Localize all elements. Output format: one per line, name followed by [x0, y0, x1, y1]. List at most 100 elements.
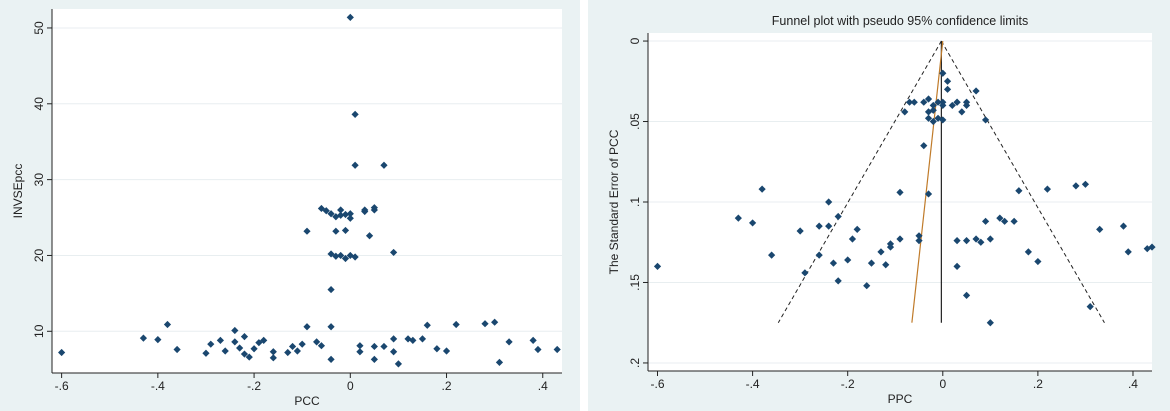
data-point — [390, 248, 398, 257]
data-point — [929, 106, 937, 114]
data-point — [958, 108, 966, 116]
data-point — [380, 161, 388, 169]
plot-area — [52, 9, 562, 373]
data-point — [905, 98, 914, 106]
data-point — [972, 87, 980, 95]
data-point — [154, 336, 162, 344]
right-chart-panel: -.6 -.4 -.2 0 .2 .4 0 .05 .1 .15 .2 PPC The Standard… — [588, 0, 1170, 411]
data-point — [924, 114, 933, 122]
data-point — [332, 252, 340, 260]
data-point — [815, 251, 823, 259]
y-tick-label: .05 — [628, 113, 642, 130]
data-point — [1081, 180, 1090, 188]
data-point — [1072, 182, 1080, 190]
chart-title: Funnel plot with pseudo 95% confidence l… — [772, 14, 1028, 28]
data-point — [653, 262, 662, 270]
data-point — [953, 98, 961, 106]
data-point — [341, 226, 350, 235]
data-point — [303, 323, 311, 331]
data-point — [322, 207, 330, 215]
data-point — [269, 354, 277, 362]
data-point — [534, 345, 542, 354]
data-point — [288, 342, 297, 351]
data-point — [848, 235, 857, 243]
x-axis-title: PPC — [888, 392, 913, 406]
data-point — [867, 259, 876, 267]
x-tick-label: -.4 — [151, 379, 165, 393]
data-point — [825, 198, 833, 206]
data-point — [337, 251, 345, 260]
left-chart-panel: -.6 -.4 -.2 0 .2 .4 10 20 30 40 50 PCC INVSEpcc — [0, 0, 580, 411]
data-point — [202, 349, 210, 357]
x-axis-title: PCC — [294, 394, 320, 408]
data-point — [886, 243, 895, 251]
data-point — [236, 344, 244, 352]
data-point — [327, 210, 335, 218]
x-tick-label: 0 — [939, 377, 946, 391]
data-point — [844, 256, 852, 264]
data-point — [370, 342, 378, 351]
data-point — [356, 342, 364, 350]
data-point — [981, 217, 990, 225]
data-point — [351, 253, 359, 261]
data-point — [939, 69, 947, 77]
y-tick-label: 50 — [32, 21, 46, 35]
data-point — [920, 142, 928, 150]
data-point — [163, 320, 172, 329]
data-point — [293, 347, 301, 355]
data-point — [327, 285, 335, 294]
data-point — [929, 101, 937, 110]
x-tick-label: .2 — [1033, 377, 1043, 391]
data-point — [910, 98, 918, 106]
data-point — [825, 222, 833, 230]
y-axis-title: The Standard Error of PCC — [607, 129, 621, 274]
data-point — [882, 261, 890, 269]
data-point — [829, 259, 838, 267]
data-point — [1096, 225, 1104, 233]
data-point — [943, 77, 952, 85]
funnel-plot-chart: -.6 -.4 -.2 0 .2 .4 0 .05 .1 .15 .2 PPC The Standard… — [607, 14, 1156, 406]
data-point — [207, 340, 215, 348]
data-point — [418, 335, 427, 343]
data-point — [977, 238, 985, 246]
data-point — [231, 338, 239, 346]
data-point — [896, 188, 904, 196]
funnel-ci-right — [940, 40, 1105, 323]
data-point — [505, 338, 513, 346]
y-tick-label: .2 — [628, 358, 642, 368]
data-point — [953, 262, 961, 270]
data-point — [749, 219, 757, 227]
x-tick-label: 0 — [347, 379, 354, 393]
data-point — [341, 254, 350, 263]
data-point — [442, 347, 451, 355]
data-point — [255, 339, 263, 347]
data-point — [491, 318, 499, 326]
data-point — [1119, 222, 1128, 230]
y-tick-label: 10 — [32, 324, 46, 338]
data-point — [986, 235, 994, 243]
data-point — [173, 345, 181, 354]
data-point — [939, 98, 947, 106]
data-point — [495, 358, 504, 366]
data-point — [365, 232, 374, 240]
data-point — [240, 333, 249, 341]
data-point — [1034, 257, 1042, 266]
data-point — [986, 319, 994, 327]
data-point — [815, 222, 823, 230]
data-point — [953, 237, 961, 245]
inverse-se-scatter-chart: -.6 -.4 -.2 0 .2 .4 10 20 30 40 50 PCC INVSEpcc — [11, 9, 562, 408]
data-point — [240, 350, 249, 358]
data-point — [758, 185, 766, 193]
y-tick-label: .1 — [628, 197, 642, 207]
x-tick-label: -.2 — [247, 379, 261, 393]
data-point — [370, 204, 378, 212]
data-point — [221, 347, 229, 355]
data-point — [972, 235, 980, 243]
data-point — [250, 345, 258, 353]
data-point — [341, 210, 350, 219]
data-point — [934, 98, 942, 106]
data-point — [337, 206, 345, 214]
data-point — [981, 116, 990, 124]
data-point — [231, 326, 239, 335]
data-point — [939, 116, 947, 124]
